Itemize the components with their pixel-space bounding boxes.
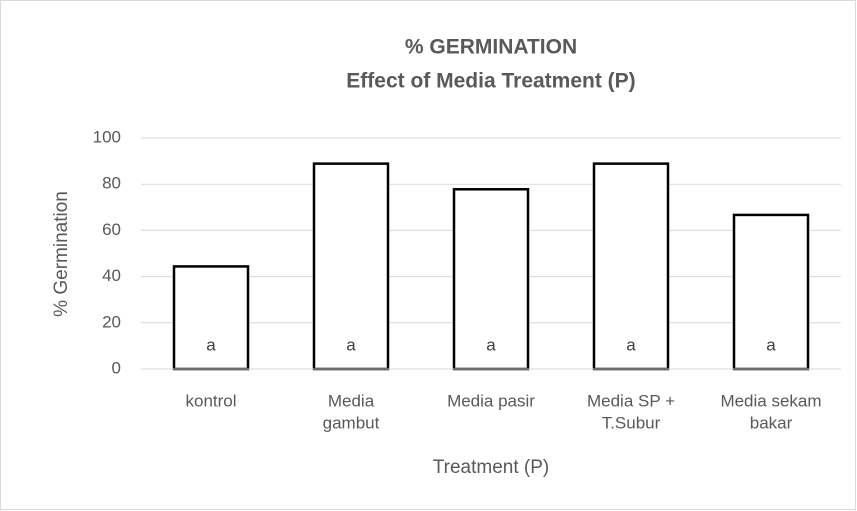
- x-tick-label: bakar: [750, 413, 793, 432]
- x-axis-title: Treatment (P): [433, 457, 550, 478]
- bar-label: a: [346, 335, 356, 354]
- y-tick-label: 0: [112, 358, 121, 377]
- bar: [172, 265, 250, 371]
- y-axis-title: % Germination: [51, 191, 72, 317]
- y-tick-label: 40: [102, 266, 121, 285]
- y-tick-label: 100: [93, 127, 121, 146]
- bar-label: a: [206, 335, 216, 354]
- bar: [732, 213, 810, 371]
- chart-subtitle: Effect of Media Treatment (P): [346, 70, 635, 93]
- x-tick-label: kontrol: [185, 391, 236, 410]
- x-tick-label: T.Subur: [602, 413, 661, 432]
- y-tick-label: 80: [102, 174, 121, 193]
- x-tick-label: Media sekam: [720, 391, 821, 410]
- bar-label: a: [486, 335, 496, 354]
- chart-title: % GERMINATION: [405, 36, 577, 59]
- x-tick-label: Media: [328, 391, 375, 410]
- y-tick-label: 20: [102, 312, 121, 331]
- bar-label: a: [626, 335, 636, 354]
- bar-label: a: [766, 335, 776, 354]
- y-tick-label: 60: [102, 220, 121, 239]
- bar: [592, 162, 670, 371]
- x-tick-label: Media pasir: [447, 391, 535, 410]
- bar: [312, 162, 390, 371]
- x-tick-label: Media SP +: [587, 391, 675, 410]
- x-tick-label: gambut: [323, 413, 380, 432]
